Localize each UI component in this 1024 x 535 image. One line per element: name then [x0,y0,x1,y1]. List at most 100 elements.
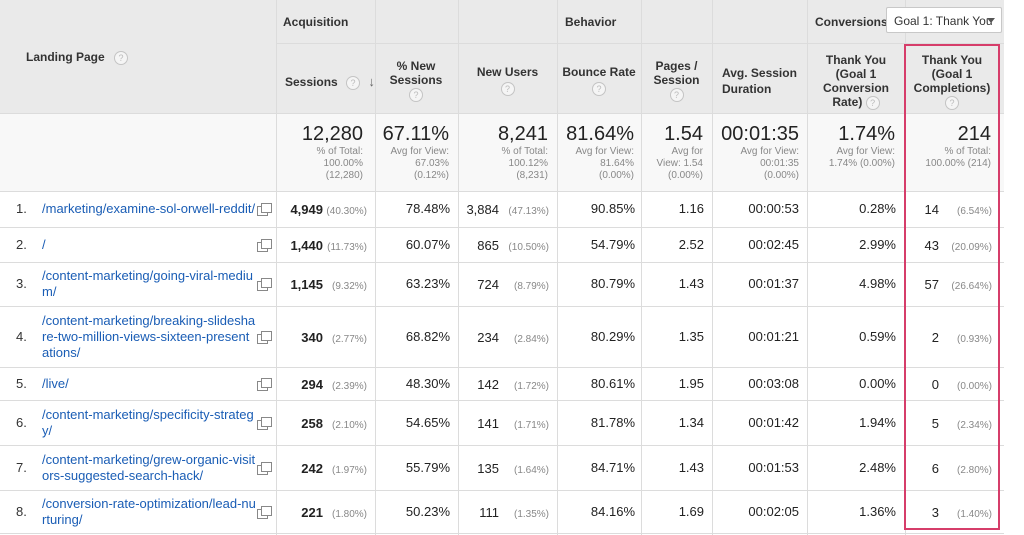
new-sessions-label-2: Sessions [389,73,443,87]
open-external-icon[interactable] [257,377,272,391]
sessions-label: Sessions [285,75,338,89]
row-divider [0,490,1004,491]
landing-page-link[interactable]: /content-marketing/going-viral-mediu m/ [42,268,257,300]
sessions-cell: 1,145 (9.32%) [280,276,367,294]
completions-cell: 3 (1.40%) [906,504,992,522]
avg-duration-cell: 00:01:53 [748,459,799,475]
landing-page-link[interactable]: /content-marketing/breaking-slidesha re-t… [42,313,257,361]
completions-header[interactable]: Thank You (Goal 1 Completions) ? [906,53,998,110]
landing-page-link-line: /conversion-rate-optimization/lead-nu [42,495,256,511]
column-divider [276,0,277,535]
help-icon[interactable]: ? [669,87,684,102]
bounce-rate-cell: 80.79% [590,276,635,291]
pages-session-cell: 1.34 [678,414,704,430]
pages-session-header[interactable]: Pages / Session ? [642,59,711,102]
sessions-cell: 294 (2.39%) [280,376,367,394]
sessions-header[interactable]: Sessions ? ↓ [285,75,375,90]
landing-page-link[interactable]: /marketing/examine-sol-orwell-reddit/ [42,201,257,217]
open-external-icon[interactable] [257,461,272,475]
goal-dropdown[interactable]: Goal 1: Thank You [886,7,1002,33]
new-users-value: 3,884 [466,202,499,217]
sessions-value: 340 [301,329,323,345]
landing-page-link[interactable]: /content-marketing/specificity-strateg y/ [42,407,257,439]
help-icon[interactable]: ? [409,87,423,102]
row-divider [0,191,1004,192]
sessions-value: 242 [301,460,323,476]
avg-duration-header[interactable]: Avg. Session Duration [722,65,806,97]
open-external-icon[interactable] [257,330,272,344]
sessions-percent: (11.73%) [327,241,367,253]
new-users-cell: 141 (1.71%) [460,415,549,433]
conv-rate-label-2: (Goal 1 [835,67,877,81]
pages-session-cell: 1.35 [678,328,704,344]
completions-cell: 43 (20.09%) [906,237,992,255]
column-divider [712,0,713,535]
completions-percent: (1.40%) [956,508,992,520]
row-number: 2. [16,236,27,252]
landing-page-link[interactable]: /live/ [42,376,257,392]
help-icon[interactable]: ? [945,95,959,110]
sessions-percent: (2.10%) [331,419,367,431]
conv-rate-cell: 2.48% [859,459,896,475]
new-users-percent: (8.79%) [513,281,549,292]
bounce-rate-header[interactable]: Bounce Rate ? [558,65,640,96]
avg-duration-label-2: Duration [722,82,772,96]
new-users-cell: 111 (1.35%) [460,504,549,522]
completions-percent: (0.93%) [956,333,992,345]
help-icon[interactable]: ? [346,75,361,90]
row-divider [0,367,1004,368]
new-sessions-label-1: % New [396,59,436,73]
new-sessions-header[interactable]: % New Sessions ? [376,59,456,102]
new-users-percent: (10.50%) [508,241,549,253]
bounce-rate-cell: 81.78% [590,414,635,430]
bounce-rate-cell: 80.61% [590,375,635,391]
new-users-cell: 142 (1.72%) [460,376,549,394]
completions-percent: (0.00%) [956,380,992,392]
completions-percent: (2.80%) [956,464,992,476]
row-divider [0,400,1004,401]
avg-duration-cell: 00:01:42 [748,414,799,430]
sessions-cell: 340 (2.77%) [280,329,367,347]
landing-page-link[interactable]: /conversion-rate-optimization/lead-nu rtu… [42,496,257,528]
bounce-rate-cell: 84.16% [590,503,635,519]
row-number: 7. [16,459,27,475]
row-divider [0,227,1004,228]
sessions-percent: (2.39%) [331,380,367,392]
help-icon[interactable]: ? [500,82,515,96]
help-icon[interactable]: ? [114,50,129,65]
sessions-cell: 1,440 (11.73%) [280,237,367,255]
column-divider [557,0,558,535]
new-users-value: 724 [477,277,499,292]
sort-descending-icon[interactable]: ↓ [368,74,375,89]
completions-percent: (20.09%) [951,241,992,253]
completions-label-2: (Goal 1 [931,67,973,81]
new-sessions-cell: 55.79% [405,459,450,475]
landing-page-link-line: m/ [42,284,57,299]
sessions-value: 1,145 [290,277,323,292]
open-external-icon[interactable] [257,203,272,216]
landing-page-link[interactable]: / [42,237,257,253]
completions-cell: 6 (2.80%) [906,460,992,478]
column-divider [375,0,376,535]
new-users-percent: (1.64%) [513,464,549,476]
column-divider [807,0,808,535]
pages-session-label-1: Pages / [655,59,698,73]
landing-page-link[interactable]: /content-marketing/grew-organic-visit ors… [42,452,257,484]
open-external-icon[interactable] [257,416,272,430]
conv-rate-label-3: Conversion [822,81,889,95]
row-number: 6. [16,414,27,430]
completions-cell: 5 (2.34%) [906,415,992,433]
sessions-value: 221 [301,504,323,520]
landing-page-header[interactable]: Landing Page ? [26,50,129,65]
landing-page-link-line: / [42,236,46,252]
open-external-icon[interactable] [257,238,272,252]
open-external-icon[interactable] [257,278,272,291]
conv-rate-header[interactable]: Thank You (Goal 1 Conversion Rate) ? [810,53,902,110]
help-icon[interactable]: ? [592,82,606,96]
help-icon[interactable]: ? [865,95,880,110]
landing-page-link-line: y/ [42,422,53,438]
new-users-header[interactable]: New Users ? [460,65,555,96]
pages-session-cell: 2.52 [678,236,704,252]
open-external-icon[interactable] [257,505,272,519]
avg-duration-cell: 00:00:53 [748,201,799,216]
